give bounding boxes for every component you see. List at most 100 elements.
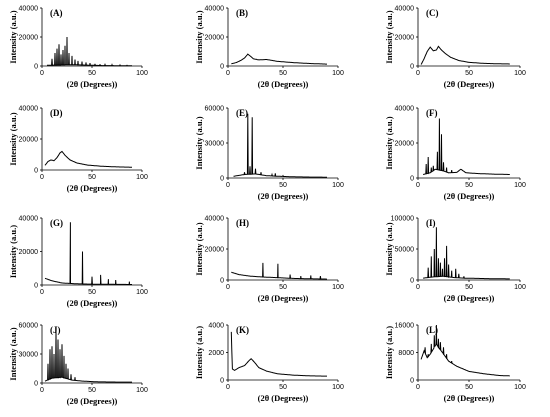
y-tick-label: 20000 xyxy=(395,141,415,148)
y-tick-label: 0 xyxy=(410,176,414,183)
x-tick-label: 0 xyxy=(416,284,420,291)
panel-l: 0 8000 16000 0 50 100 (L) (2θ (Degrees)) Intensi… xyxy=(384,323,526,404)
y-tick-label: 40000 xyxy=(205,216,225,223)
panel-label: (D) xyxy=(50,108,63,118)
panel-label: (H) xyxy=(236,218,249,228)
xrd-trace xyxy=(423,118,510,175)
x-tick-label: 100 xyxy=(332,70,344,77)
y-axis-title: Intensity (a.u.) xyxy=(194,326,204,379)
panel-label: (L) xyxy=(426,325,438,335)
xrd-trace xyxy=(420,45,510,65)
panel-label: (F) xyxy=(426,108,438,118)
y-tick-label: 0 xyxy=(34,381,38,388)
panel-i: 0 50000 100000 0 50 100 (I) (2θ (Degrees)) Inten… xyxy=(384,216,526,304)
x-tick-label: 50 xyxy=(88,289,96,296)
panel-j: 0 30000 60000 0 50 100 (J) (2θ (Degrees)) Intens… xyxy=(8,323,148,407)
y-tick-label: 0 xyxy=(220,278,224,285)
y-tick-label: 40000 xyxy=(395,106,415,113)
y-tick-label: 4000 xyxy=(208,323,224,330)
y-tick-label: 20000 xyxy=(205,247,225,254)
xrd-trace xyxy=(44,329,132,383)
x-axis-title: (2θ (Degrees)) xyxy=(444,79,495,89)
y-tick-label: 0 xyxy=(34,168,38,175)
xrd-trace xyxy=(420,324,510,377)
y-tick-label: 100000 xyxy=(391,216,414,223)
y-axis-title: Intensity (a.u.) xyxy=(8,10,18,63)
xrd-trace xyxy=(231,53,327,65)
x-tick-label: 50 xyxy=(465,384,473,391)
x-axis-title: (2θ (Degrees)) xyxy=(67,396,118,406)
x-tick-label: 0 xyxy=(226,384,230,391)
x-tick-label: 0 xyxy=(416,182,420,189)
y-tick-label: 0 xyxy=(34,64,38,71)
xrd-trace xyxy=(47,36,132,67)
xrd-trace xyxy=(231,262,327,280)
x-tick-label: 0 xyxy=(40,70,44,77)
xrd-trace xyxy=(423,227,510,280)
y-tick-label: 0 xyxy=(34,283,38,290)
x-tick-label: 50 xyxy=(279,70,287,77)
y-tick-label: 0 xyxy=(410,278,414,285)
y-tick-label: 0 xyxy=(410,64,414,71)
y-axis-title: Intensity (a.u.) xyxy=(384,222,394,275)
x-tick-label: 0 xyxy=(40,174,44,181)
panel-label: (E) xyxy=(236,108,248,118)
y-tick-label: 40000 xyxy=(395,6,415,13)
y-tick-label: 0 xyxy=(220,64,224,71)
panel-label: (A) xyxy=(50,8,63,18)
x-tick-label: 50 xyxy=(279,182,287,189)
x-tick-label: 0 xyxy=(40,289,44,296)
x-tick-label: 50 xyxy=(88,70,96,77)
x-tick-label: 50 xyxy=(279,384,287,391)
x-axis-title: (2θ (Degrees)) xyxy=(258,293,309,303)
xrd-trace xyxy=(233,113,327,178)
x-tick-label: 100 xyxy=(136,289,148,296)
y-axis-title: Intensity (a.u.) xyxy=(8,327,18,380)
x-tick-label: 50 xyxy=(279,284,287,291)
y-tick-label: 60000 xyxy=(205,106,225,113)
x-tick-label: 100 xyxy=(514,384,526,391)
x-tick-label: 100 xyxy=(332,284,344,291)
panel-h: 0 20000 40000 0 50 100 (H) (2θ (Degrees)) Intens… xyxy=(194,216,344,304)
y-axis-title: Intensity (a.u.) xyxy=(384,10,394,63)
panel-label: (B) xyxy=(236,8,248,18)
x-tick-label: 100 xyxy=(514,284,526,291)
panel-label: (C) xyxy=(426,8,439,18)
y-tick-label: 40000 xyxy=(19,216,39,223)
x-tick-label: 100 xyxy=(514,70,526,77)
y-tick-label: 50000 xyxy=(395,247,415,254)
y-tick-label: 60000 xyxy=(19,323,39,330)
x-axis-title: (2θ (Degrees)) xyxy=(67,79,118,89)
x-tick-label: 0 xyxy=(416,384,420,391)
panel-label: (G) xyxy=(50,218,63,228)
y-tick-label: 0 xyxy=(410,378,414,385)
y-axis-title: Intensity (a.u.) xyxy=(8,112,18,165)
y-tick-label: 20000 xyxy=(19,35,39,42)
y-axis-title: Intensity (a.u.) xyxy=(194,116,204,169)
y-tick-label: 40000 xyxy=(205,6,225,13)
y-tick-label: 30000 xyxy=(19,352,39,359)
y-axis-title: Intensity (a.u.) xyxy=(194,222,204,275)
panel-e: 0 30000 60000 0 50 100 (E) (2θ (Degrees)) Intens… xyxy=(194,106,344,202)
x-tick-label: 50 xyxy=(88,174,96,181)
x-axis-title: (2θ (Degrees)) xyxy=(258,393,309,403)
panel-g: 0 20000 40000 0 50 100 (G) (2θ (Degrees)) Intens… xyxy=(8,216,148,309)
xrd-trace xyxy=(230,331,327,377)
x-axis-title: (2θ (Degrees)) xyxy=(444,191,495,201)
y-axis-title: Intensity (a.u.) xyxy=(384,116,394,169)
y-tick-label: 2000 xyxy=(208,350,224,357)
x-tick-label: 0 xyxy=(226,70,230,77)
y-tick-label: 16000 xyxy=(395,323,415,330)
panel-f: 0 20000 40000 0 50 100 (F) (2θ (Degrees)) Intens… xyxy=(384,106,526,202)
panel-c: 0 20000 40000 0 50 100 (C) (2θ (Degrees)) Intens… xyxy=(384,6,526,90)
x-axis-title: (2θ (Degrees)) xyxy=(258,79,309,89)
x-tick-label: 50 xyxy=(465,182,473,189)
x-axis-title: (2θ (Degrees)) xyxy=(258,191,309,201)
xrd-trace xyxy=(44,150,132,168)
panel-b: 0 20000 40000 0 50 100 (B) (2θ (Degrees)) Intens… xyxy=(194,6,344,90)
x-tick-label: 50 xyxy=(88,387,96,394)
y-tick-label: 0 xyxy=(220,378,224,385)
xrd-trace xyxy=(44,222,132,285)
x-axis-title: (2θ (Degrees)) xyxy=(444,293,495,303)
